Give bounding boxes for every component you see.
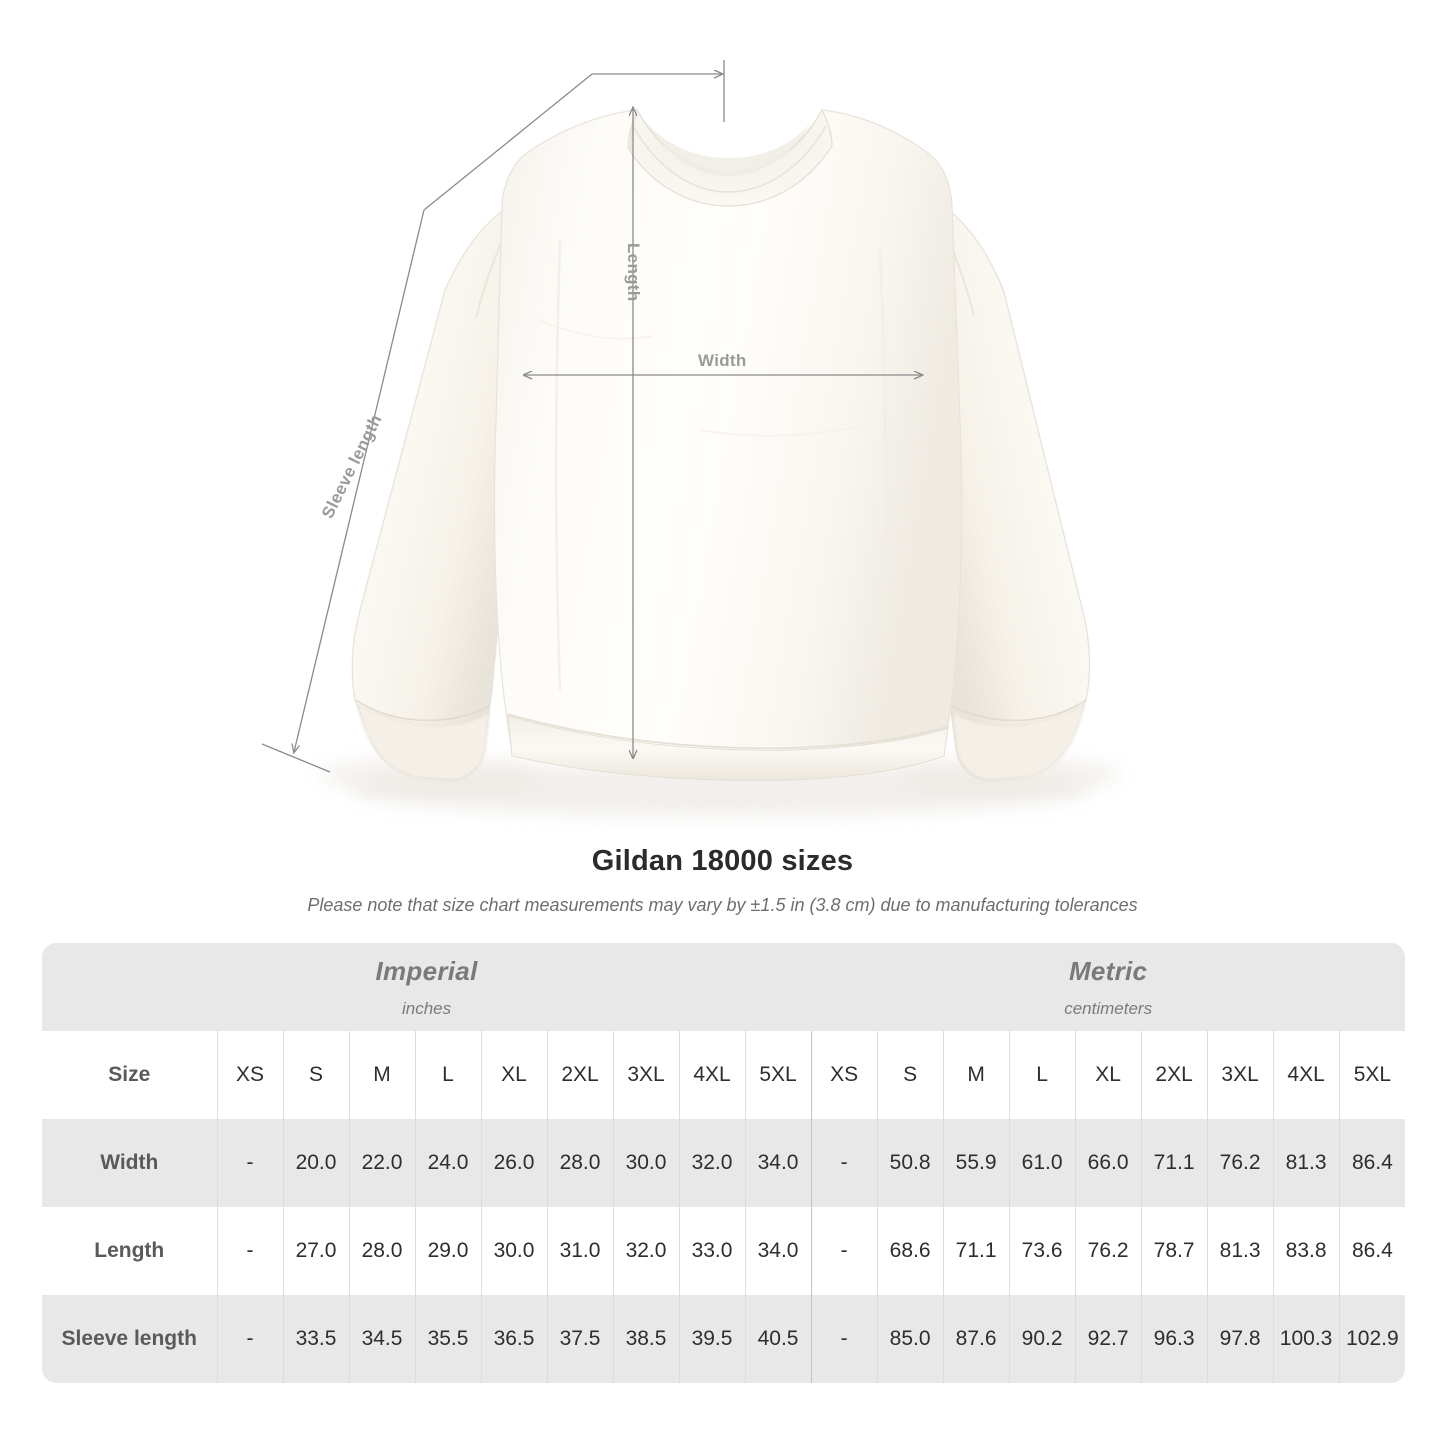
tolerance-note: Please note that size chart measurements… [307,895,1138,915]
cell-length-met-3: 73.6 [1008,1207,1076,1295]
size-header-cell: Size [42,1031,217,1119]
row-label-sleeve-length: Sleeve length [42,1295,217,1383]
cell-length-imp-0: - [216,1207,283,1295]
metric-unit-cell: Metric centimeters [811,943,1406,1031]
cell-width-imp-1: 20.0 [282,1119,349,1207]
header-size-imp-3: L [414,1031,481,1119]
cell-width-imp-5: 28.0 [546,1119,613,1207]
header-size-met-5: 2XL [1140,1031,1208,1119]
cell-length-met-2: 71.1 [942,1207,1010,1295]
row-label-width: Width [42,1119,217,1207]
cell-width-imp-7: 32.0 [678,1119,745,1207]
cell-length-imp-1: 27.0 [282,1207,349,1295]
width-measure-label: Width [698,351,747,370]
cell-length-imp-3: 29.0 [414,1207,481,1295]
cell-sleeve-imp-0: - [216,1295,283,1383]
cell-sleeve-met-1: 85.0 [876,1295,944,1383]
header-size-met-1: S [876,1031,944,1119]
cell-sleeve-met-7: 100.3 [1272,1295,1340,1383]
imperial-unit-sub: inches [401,998,452,1018]
cell-sleeve-met-6: 97.8 [1206,1295,1274,1383]
cell-width-met-1: 50.8 [876,1119,944,1207]
sleeve-measure-line [261,60,725,773]
header-size-imp-0: XS [216,1031,283,1119]
header-size-met-0: XS [810,1031,878,1119]
cell-sleeve-imp-7: 39.5 [678,1295,745,1383]
cell-sleeve-imp-8: 40.5 [744,1295,812,1383]
table-row: Width - 20.0 22.0 24.0 26.0 28.0 30.0 32… [42,1119,1406,1207]
cell-width-met-5: 71.1 [1140,1119,1208,1207]
header-size-met-6: 3XL [1206,1031,1274,1119]
title-block: Gildan 18000 sizes Please note that size… [0,845,1445,916]
table-header-row: Size XS S M L XL 2XL 3XL 4XL 5XL XS S M … [42,1031,1406,1119]
cell-width-met-2: 55.9 [942,1119,1010,1207]
cell-width-imp-2: 22.0 [348,1119,415,1207]
size-chart-table-wrapper: Imperial inches Metric centimeters Size … [42,943,1406,1383]
header-size-imp-4: XL [480,1031,547,1119]
cell-length-met-7: 83.8 [1272,1207,1340,1295]
cell-length-met-6: 81.3 [1206,1207,1274,1295]
cell-width-imp-6: 30.0 [612,1119,679,1207]
cell-sleeve-imp-1: 33.5 [282,1295,349,1383]
header-size-met-7: 4XL [1272,1031,1340,1119]
cell-length-met-1: 68.6 [876,1207,944,1295]
cell-width-met-7: 81.3 [1272,1119,1340,1207]
header-size-met-4: XL [1074,1031,1142,1119]
cell-length-imp-6: 32.0 [612,1207,679,1295]
length-measure-label: Length [624,243,643,302]
table-row: Length - 27.0 28.0 29.0 30.0 31.0 32.0 3… [42,1207,1406,1295]
garment-diagram: Width Length Sleeve length [261,60,1445,816]
cell-sleeve-met-5: 96.3 [1140,1295,1208,1383]
cell-length-imp-8: 34.0 [744,1207,812,1295]
cell-width-met-0: - [810,1119,878,1207]
sweatshirt-illustration [320,108,1120,816]
metric-unit-name: Metric [1068,955,1148,986]
cell-width-met-8: 86.4 [1338,1119,1406,1207]
header-size-imp-2: M [348,1031,415,1119]
header-size-imp-8: 5XL [744,1031,812,1119]
header-size-met-2: M [942,1031,1010,1119]
cell-width-imp-8: 34.0 [744,1119,812,1207]
cell-sleeve-imp-4: 36.5 [480,1295,547,1383]
unit-band-row: Imperial inches Metric centimeters [42,943,1406,1031]
measurement-lines [261,60,1445,773]
header-size-imp-6: 3XL [612,1031,679,1119]
cell-width-imp-3: 24.0 [414,1119,481,1207]
header-size-imp-7: 4XL [678,1031,745,1119]
metric-unit-sub: centimeters [1064,998,1153,1018]
cell-sleeve-imp-2: 34.5 [348,1295,415,1383]
header-size-met-8: 5XL [1338,1031,1406,1119]
cell-width-met-4: 66.0 [1074,1119,1142,1207]
size-chart-table: Imperial inches Metric centimeters Size … [42,943,1406,1383]
cell-sleeve-imp-6: 38.5 [612,1295,679,1383]
cell-sleeve-met-0: - [810,1295,878,1383]
row-label-length: Length [42,1207,217,1295]
cell-length-imp-2: 28.0 [348,1207,415,1295]
page-title: Gildan 18000 sizes [591,845,854,877]
header-size-imp-5: 2XL [546,1031,613,1119]
cell-length-met-5: 78.7 [1140,1207,1208,1295]
header-size-imp-1: S [282,1031,349,1119]
cell-length-met-8: 86.4 [1338,1207,1406,1295]
cell-sleeve-imp-5: 37.5 [546,1295,613,1383]
imperial-unit-name: Imperial [375,955,478,986]
header-size-met-3: L [1008,1031,1076,1119]
cell-length-met-4: 76.2 [1074,1207,1142,1295]
cell-width-met-3: 61.0 [1008,1119,1076,1207]
cell-width-imp-4: 26.0 [480,1119,547,1207]
table-row: Sleeve length - 33.5 34.5 35.5 36.5 37.5… [42,1295,1406,1383]
cell-sleeve-met-3: 90.2 [1008,1295,1076,1383]
cell-width-met-6: 76.2 [1206,1119,1274,1207]
cell-sleeve-met-2: 87.6 [942,1295,1010,1383]
cell-length-met-0: - [810,1207,878,1295]
cell-length-imp-7: 33.0 [678,1207,745,1295]
cell-length-imp-5: 31.0 [546,1207,613,1295]
cell-sleeve-met-4: 92.7 [1074,1295,1142,1383]
cell-width-imp-0: - [216,1119,283,1207]
cell-sleeve-imp-3: 35.5 [414,1295,481,1383]
imperial-unit-cell: Imperial inches [42,943,812,1031]
cell-length-imp-4: 30.0 [480,1207,547,1295]
cell-sleeve-met-8: 102.9 [1338,1295,1406,1383]
